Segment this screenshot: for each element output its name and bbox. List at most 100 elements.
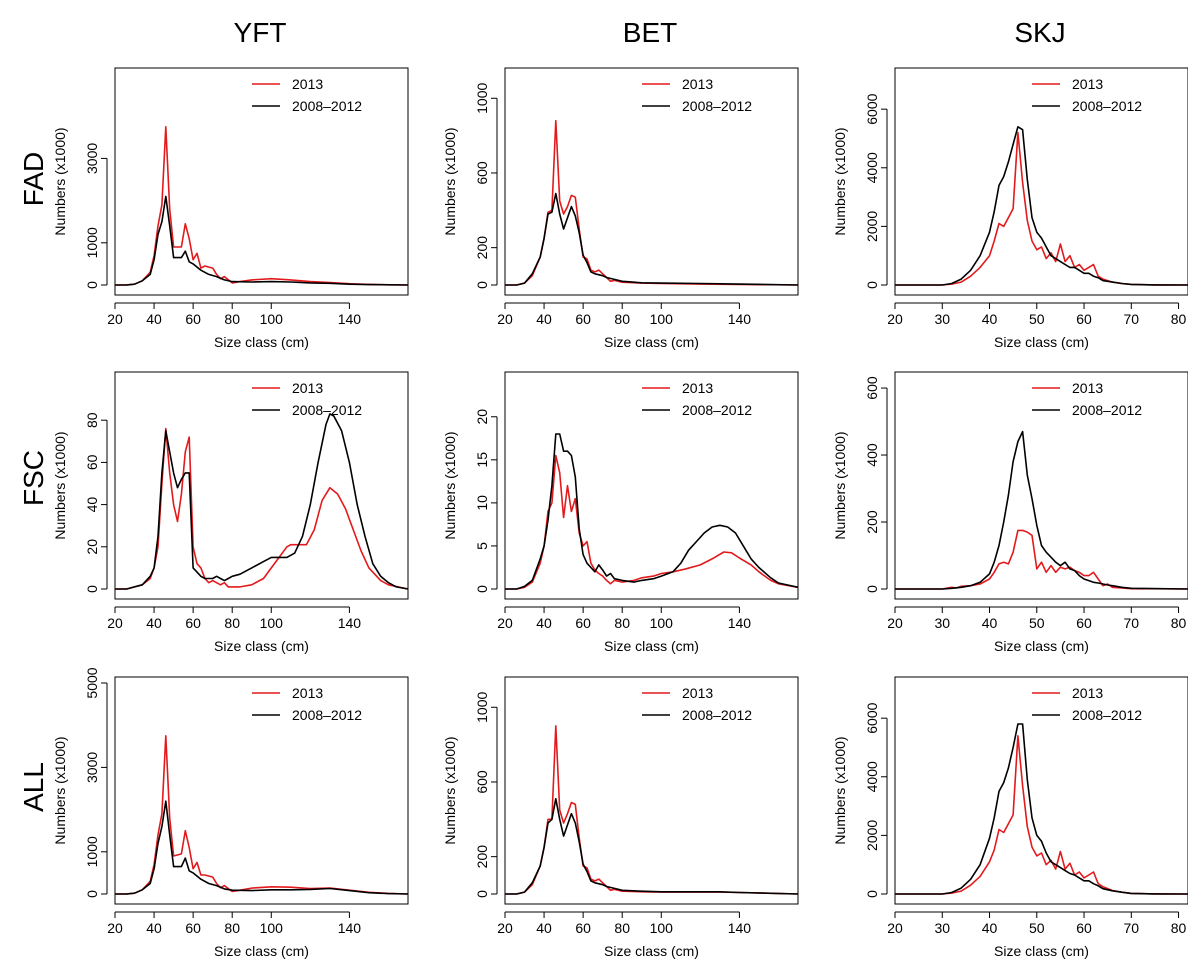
x-tick-label: 60 [1076, 311, 1092, 327]
y-tick-label: 20 [84, 539, 100, 555]
y-tick-label: 60 [84, 454, 100, 470]
x-tick-label: 30 [934, 311, 950, 327]
y-tick-label: 0 [84, 281, 100, 289]
x-tick-label: 20 [887, 615, 903, 631]
legend-label: 2013 [292, 380, 323, 396]
x-tick-label: 60 [1076, 920, 1092, 936]
series-line-2008-2012 [895, 430, 1188, 590]
x-tick-label: 20 [107, 615, 123, 631]
legend-label: 2008–2012 [1072, 402, 1142, 418]
x-tick-label: 80 [614, 920, 630, 936]
y-tick-label: 0 [84, 890, 100, 898]
y-tick-label: 600 [864, 376, 880, 400]
y-tick-label: 0 [864, 890, 880, 898]
panel-fsc-bet: 20 40 60 80 100 140 Size class (cm) 0 5 10 15 20 Num… [442, 371, 799, 654]
panel-fsc-yft: 20 40 60 80 100 140 Size class (cm) 0 20 40 60 80 Nu… [52, 371, 409, 654]
x-tick-label: 70 [1124, 615, 1140, 631]
series-line-2008-2012 [895, 723, 1188, 895]
x-axis-label: Size class (cm) [994, 943, 1089, 959]
x-tick-label: 80 [614, 311, 630, 327]
plot-frame [114, 371, 409, 600]
y-tick-label: 5000 [84, 667, 100, 698]
plot-frame [504, 371, 799, 600]
y-tick-label: 0 [864, 281, 880, 289]
x-tick-label: 100 [260, 311, 284, 327]
y-tick-label: 0 [474, 890, 490, 898]
x-tick-label: 70 [1124, 311, 1140, 327]
series-line-2008-2012 [505, 192, 799, 286]
x-axis-label: Size class (cm) [994, 334, 1089, 350]
legend-label: 2013 [682, 380, 713, 396]
x-tick-label: 60 [185, 920, 201, 936]
row-title-fad: FAD [18, 152, 49, 206]
y-tick-label: 6000 [864, 702, 880, 733]
x-tick-label: 60 [575, 311, 591, 327]
plot-frame [114, 676, 409, 905]
y-axis-label: Numbers (x1000) [52, 431, 68, 539]
x-tick-label: 40 [536, 615, 552, 631]
legend-label: 2008–2012 [292, 707, 362, 723]
y-tick-label: 80 [84, 412, 100, 428]
x-tick-label: 100 [260, 615, 284, 631]
y-tick-label: 200 [864, 510, 880, 534]
x-tick-label: 50 [1029, 311, 1045, 327]
legend-label: 2013 [682, 76, 713, 92]
plot-frame [894, 67, 1188, 296]
x-tick-label: 80 [224, 920, 240, 936]
legend-label: 2008–2012 [292, 98, 362, 114]
y-tick-label: 15 [474, 452, 490, 468]
x-tick-label: 50 [1029, 615, 1045, 631]
x-tick-label: 60 [1076, 615, 1092, 631]
x-tick-label: 20 [497, 920, 513, 936]
y-tick-label: 1000 [474, 82, 490, 113]
series-line-2013 [505, 725, 799, 895]
series-line-2013 [115, 735, 409, 895]
x-tick-label: 30 [934, 920, 950, 936]
panel-fad-bet: 20 40 60 80 100 140 Size class (cm) 0 200 600 1000… [442, 67, 799, 350]
panel-all-yft: 20 40 60 80 100 140 Size class (cm) 0 1000 3000 50… [52, 667, 409, 959]
series-line-2008-2012 [115, 800, 409, 895]
x-tick-label: 60 [575, 615, 591, 631]
x-tick-label: 100 [650, 920, 674, 936]
legend-label: 2008–2012 [682, 402, 752, 418]
column-title-yft: YFT [234, 17, 287, 48]
legend-label: 2008–2012 [682, 707, 752, 723]
series-line-2013 [505, 119, 799, 286]
y-tick-label: 2000 [864, 211, 880, 242]
y-axis-label: Numbers (x1000) [442, 736, 458, 844]
y-tick-label: 1000 [84, 227, 100, 258]
x-tick-label: 20 [887, 920, 903, 936]
legend-label: 2008–2012 [1072, 707, 1142, 723]
x-tick-label: 140 [338, 311, 362, 327]
x-tick-label: 40 [146, 615, 162, 631]
y-tick-label: 3000 [84, 143, 100, 174]
x-tick-label: 60 [185, 615, 201, 631]
x-tick-label: 40 [146, 311, 162, 327]
x-tick-label: 80 [1171, 920, 1187, 936]
x-axis-label: Size class (cm) [214, 638, 309, 654]
column-title-bet: BET [623, 17, 677, 48]
x-tick-label: 40 [146, 920, 162, 936]
row-title-fsc: FSC [18, 450, 49, 506]
series-line-2008-2012 [505, 798, 799, 895]
x-tick-label: 40 [536, 920, 552, 936]
x-tick-label: 80 [1171, 615, 1187, 631]
x-tick-label: 100 [650, 311, 674, 327]
x-tick-label: 40 [982, 615, 998, 631]
x-tick-label: 80 [224, 311, 240, 327]
y-axis-label: Numbers (x1000) [52, 127, 68, 235]
y-tick-label: 0 [84, 585, 100, 593]
x-tick-label: 140 [338, 615, 362, 631]
x-tick-label: 140 [338, 920, 362, 936]
y-tick-label: 10 [474, 495, 490, 511]
legend-label: 2008–2012 [1072, 98, 1142, 114]
legend-label: 2013 [1072, 76, 1103, 92]
series-line-2008-2012 [895, 126, 1188, 286]
x-axis-label: Size class (cm) [214, 943, 309, 959]
y-tick-label: 600 [474, 161, 490, 185]
legend-label: 2013 [682, 685, 713, 701]
y-tick-label: 600 [474, 770, 490, 794]
x-tick-label: 70 [1124, 920, 1140, 936]
legend-label: 2013 [292, 76, 323, 92]
